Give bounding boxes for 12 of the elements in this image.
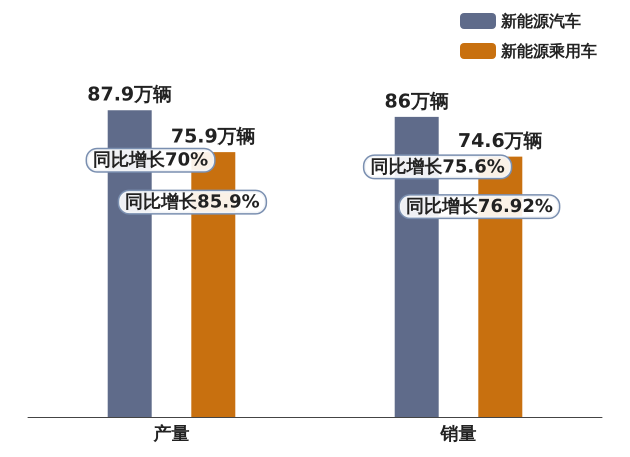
annotation: 同比增长76.92%	[406, 196, 553, 218]
data-label: 87.9万辆	[87, 84, 172, 106]
annotation: 同比增长75.6%	[370, 156, 505, 178]
x-tick-label: 产量	[152, 424, 190, 444]
data-label: 86万辆	[384, 90, 449, 112]
annotation: 同比增长85.9%	[125, 192, 260, 213]
legend-label: 新能源汽车	[500, 12, 581, 30]
data-label: 74.6万辆	[458, 130, 543, 152]
x-tick-label: 销量	[440, 424, 476, 444]
data-label: 75.9万辆	[170, 126, 256, 148]
annotation: 同比增长70%	[93, 150, 208, 171]
legend-label: 新能源乘用车	[500, 42, 597, 60]
